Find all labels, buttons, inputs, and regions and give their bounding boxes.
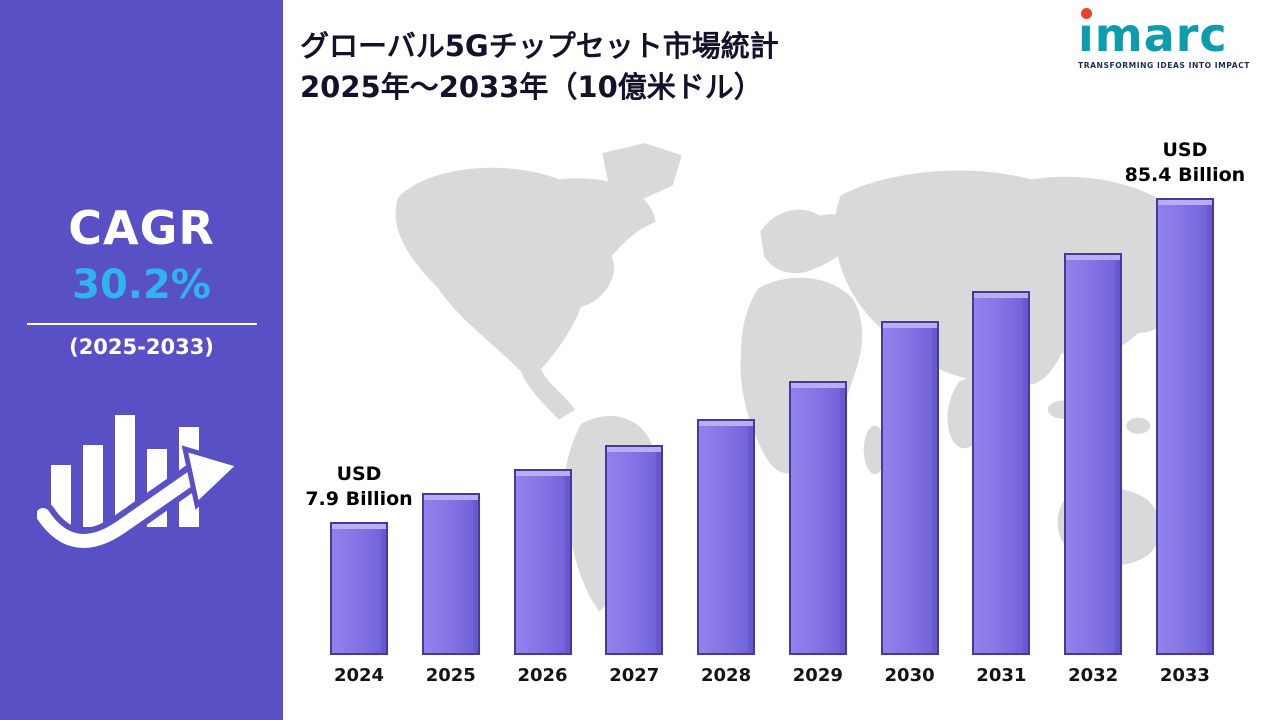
bar-column-2033: USD 85.4 Billion 2033 [1125,139,1246,686]
bar-column-2031: 2031 [972,291,1031,686]
bar-column-2028: 2028 [697,419,756,686]
x-axis-label-2024: 2024 [333,665,385,686]
bar-2032 [1064,253,1123,655]
cagr-period: (2025-2033) [69,335,214,359]
imarc-logo-wordmark: ımarc [1078,8,1228,62]
bar-2026 [513,469,572,655]
x-axis-label-2027: 2027 [609,665,660,686]
bar-2030 [880,321,939,655]
cagr-label: CAGR [68,201,215,255]
chart-region: グローバル5Gチップセット市場統計 2025年〜2033年（10億米ドル） ım… [283,0,1280,720]
cagr-sidebar: CAGR 30.2% (2025-2033) [0,0,283,720]
logo-red-dot [1081,8,1092,19]
cagr-value: 30.2% [72,262,211,308]
bar-2025 [421,493,480,655]
bar-column-2029: 2029 [788,381,847,686]
divider [26,323,257,325]
bar-column-2030: 2030 [880,321,939,686]
imarc-logo: ımarc TRANSFORMING IDEAS INTO IMPACT [1078,8,1258,70]
bar-2027 [605,445,664,655]
bar-column-2027: 2027 [605,445,664,686]
bars-row: USD 7.9 Billion 2024 2025 2026 2027 2028 2029 20… [305,139,1246,686]
bar-2029 [788,381,847,655]
chart-title: グローバル5Gチップセット市場統計 2025年〜2033年（10億米ドル） [300,26,779,107]
x-axis-label-2033: 2033 [1159,665,1210,686]
value-annotation-2033: USD 85.4 Billion [1124,138,1246,187]
x-axis-label-2029: 2029 [792,665,843,686]
bar-2033 [1155,198,1214,655]
bar-column-2032: 2032 [1064,253,1123,686]
x-axis-label-2031: 2031 [976,665,1027,686]
bar-column-2026: 2026 [513,469,572,686]
growth-chart-arrow-icon [29,387,247,566]
bar-column-2025: 2025 [421,493,480,686]
x-axis-label-2028: 2028 [701,665,752,686]
chart-title-line1: グローバル5Gチップセット市場統計 [300,29,779,63]
value-annotation-2024: USD 7.9 Billion [305,462,413,511]
chart-title-line2: 2025年〜2033年（10億米ドル） [300,69,763,104]
bar-2031 [972,291,1031,655]
x-axis-label-2030: 2030 [884,665,935,686]
imarc-logo-tagline: TRANSFORMING IDEAS INTO IMPACT [1078,61,1250,70]
x-axis-label-2032: 2032 [1068,665,1119,686]
bar-2028 [697,419,756,655]
x-axis-label-2026: 2026 [517,665,568,686]
x-axis-label-2025: 2025 [425,665,476,686]
bar-column-2024: USD 7.9 Billion 2024 [305,463,412,686]
bar-2024 [330,522,388,655]
